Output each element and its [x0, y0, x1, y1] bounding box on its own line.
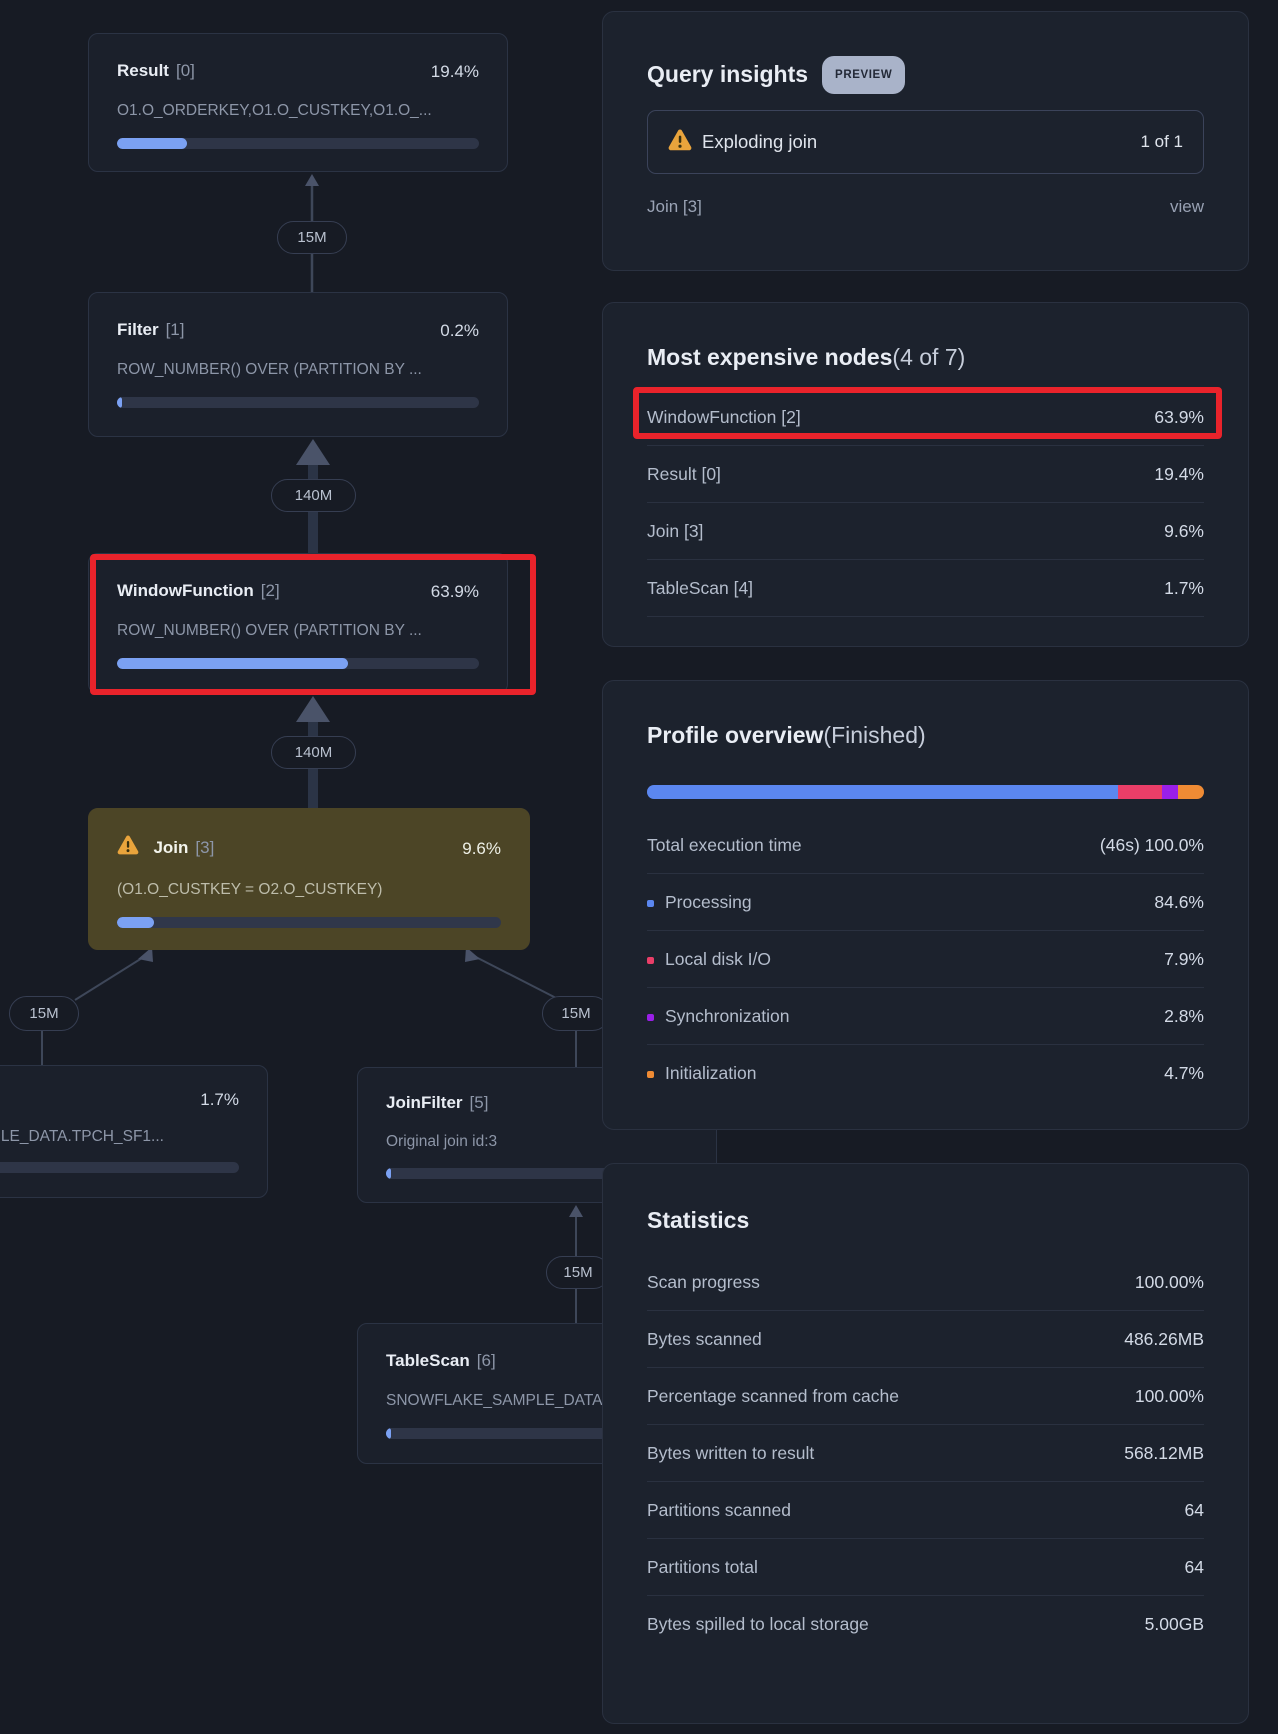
- node-filter-subtitle: ROW_NUMBER() OVER (PARTITION BY ...: [117, 361, 422, 378]
- node-joinfilter-subtitle: Original join id:3: [386, 1133, 498, 1150]
- node-join-progressbar: [117, 917, 501, 928]
- rowcount-badge-15m-left: 15M: [9, 996, 79, 1031]
- panel-query-insights: Query insights PREVIEW Exploding join 1 o…: [602, 11, 1249, 271]
- node-windowfunction-progressbar: [117, 658, 479, 669]
- rowcount-badge-140m-a: 140M: [271, 479, 356, 512]
- node-filter-progressbar: [117, 397, 479, 408]
- profile-row-initialization: Initialization 4.7%: [647, 1045, 1204, 1101]
- node-tablescan6-title: TableScan: [386, 1351, 470, 1370]
- node-windowfunction[interactable]: WindowFunction [2] 63.9% ROW_NUMBER() OVE…: [88, 553, 508, 694]
- execution-time-stacked-bar: [647, 785, 1204, 799]
- panel-profile-overview: Profile overview(Finished) Total executi…: [602, 680, 1249, 1130]
- profile-row-synchronization: Synchronization 2.8%: [647, 988, 1204, 1045]
- node-tablescan4-percent: 1.7%: [200, 1089, 239, 1109]
- warning-icon: [668, 129, 692, 156]
- node-join[interactable]: Join [3] 9.6% (O1.O_CUSTKEY = O2.O_CUSTKE…: [88, 808, 530, 950]
- node-tablescan-4[interactable]: TableScan[4] 1.7% SNOWFLAKE_SAMPLE_DATA.…: [0, 1065, 268, 1198]
- rowcount-badge-15m-a: 15M: [277, 221, 347, 254]
- node-filter-title: Filter: [117, 320, 159, 339]
- node-tablescan4-subtitle: SNOWFLAKE_SAMPLE_DATA.TPCH_SF1...: [0, 1128, 164, 1145]
- segment-synchronization: [1162, 785, 1178, 799]
- segment-initialization: [1177, 785, 1204, 799]
- node-windowfunction-percent: 63.9%: [430, 581, 479, 601]
- legend-dot-local-disk-io: [647, 956, 654, 964]
- total-execution-time-row: Total execution time (46s) 100.0%: [647, 817, 1204, 874]
- stat-row-partitions-total: Partitions total 64: [647, 1539, 1204, 1596]
- rowcount-badge-15m-right: 15M: [542, 996, 610, 1031]
- node-result-title: Result: [117, 61, 169, 80]
- preview-badge: PREVIEW: [822, 56, 906, 94]
- node-result-head: Result [0] 19.4%: [117, 61, 479, 81]
- stat-row-scan-progress: Scan progress 100.00%: [647, 1254, 1204, 1311]
- node-join-percent: 9.6%: [462, 838, 501, 858]
- node-tablescan4-progressbar: [0, 1162, 239, 1173]
- node-windowfunction-subtitle: ROW_NUMBER() OVER (PARTITION BY ...: [117, 622, 422, 639]
- stat-row-pct-scanned-from-cache: Percentage scanned from cache 100.00%: [647, 1368, 1204, 1425]
- node-tablescan6-progressbar: [386, 1428, 688, 1439]
- insight-node-ref: Join [3]: [647, 197, 702, 216]
- stat-row-bytes-written-to-result: Bytes written to result 568.12MB: [647, 1425, 1204, 1482]
- profile-row-processing: Processing 84.6%: [647, 874, 1204, 931]
- expensive-row-result[interactable]: Result [0] 19.4%: [647, 446, 1204, 503]
- insight-label: Exploding join: [702, 131, 818, 152]
- expensive-row-join[interactable]: Join [3] 9.6%: [647, 503, 1204, 560]
- view-link[interactable]: view: [1169, 197, 1204, 216]
- rowcount-badge-140m-b: 140M: [271, 736, 356, 769]
- statistics-title: Statistics: [647, 1207, 750, 1233]
- most-expensive-title: Most expensive nodes(4 of 7): [647, 344, 966, 370]
- profile-overview-title: Profile overview(Finished): [647, 722, 926, 748]
- legend-dot-initialization: [647, 1070, 654, 1078]
- node-result[interactable]: Result [0] 19.4% O1.O_ORDERKEY,O1.O_CUSTK…: [88, 33, 508, 172]
- expensive-row-windowfunction[interactable]: WindowFunction [2] 63.9%: [647, 389, 1204, 446]
- insight-count: 1 of 1: [1140, 132, 1183, 151]
- legend-dot-synchronization: [647, 1013, 654, 1021]
- node-filter-percent: 0.2%: [440, 320, 479, 340]
- node-filter[interactable]: Filter [1] 0.2% ROW_NUMBER() OVER (PARTIT…: [88, 292, 508, 437]
- query-insights-title: Query insights PREVIEW: [647, 56, 1204, 94]
- node-windowfunction-title: WindowFunction: [117, 581, 254, 600]
- stat-row-bytes-scanned: Bytes scanned 486.26MB: [647, 1311, 1204, 1368]
- warning-icon: [117, 835, 139, 862]
- panel-most-expensive-nodes: Most expensive nodes(4 of 7) WindowFunct…: [602, 302, 1249, 647]
- node-joinfilter-title: JoinFilter: [386, 1093, 463, 1112]
- stat-row-partitions-scanned: Partitions scanned 64: [647, 1482, 1204, 1539]
- node-result-progressbar: [117, 138, 479, 149]
- node-result-subtitle: O1.O_ORDERKEY,O1.O_CUSTKEY,O1.O_...: [117, 102, 432, 119]
- insight-exploding-join[interactable]: Exploding join 1 of 1: [647, 110, 1204, 174]
- segment-local-disk-io: [1118, 785, 1163, 799]
- legend-dot-processing: [647, 899, 654, 907]
- node-join-title: Join: [153, 838, 189, 857]
- node-result-percent: 19.4%: [430, 61, 479, 81]
- node-join-subtitle: (O1.O_CUSTKEY = O2.O_CUSTKEY): [117, 881, 383, 898]
- expensive-row-tablescan[interactable]: TableScan [4] 1.7%: [647, 560, 1204, 617]
- profile-row-local-disk-io: Local disk I/O 7.9%: [647, 931, 1204, 988]
- panel-statistics: Statistics Scan progress 100.00% Bytes sc…: [602, 1163, 1249, 1724]
- stat-row-bytes-spilled: Bytes spilled to local storage 5.00GB: [647, 1613, 1204, 1634]
- node-joinfilter-progressbar: [386, 1168, 688, 1179]
- segment-processing: [647, 785, 1119, 799]
- rowcount-badge-15m-c: 15M: [546, 1256, 610, 1289]
